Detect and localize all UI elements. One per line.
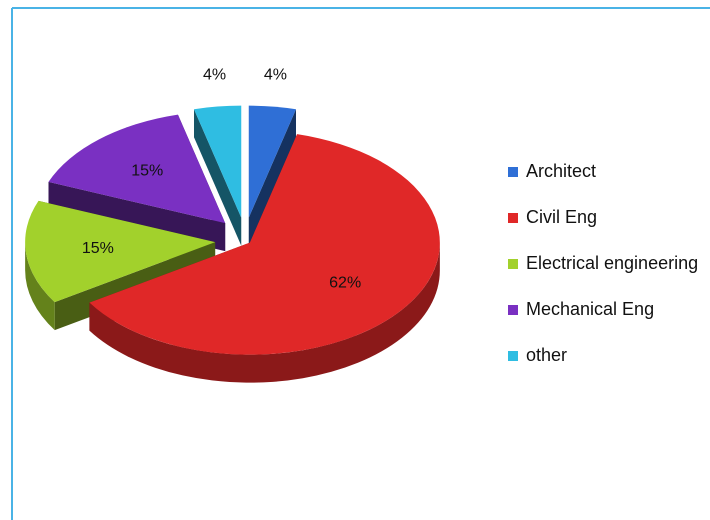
legend-label: Electrical engineering [526,253,698,273]
legend-swatch [508,259,518,269]
legend-label: Architect [526,161,596,181]
data-label: 4% [264,66,287,83]
legend-label: other [526,345,567,365]
slice [193,105,242,218]
slice-side [248,109,297,246]
legend-swatch [508,167,518,177]
legend-swatch [508,305,518,315]
data-label: 4% [203,66,226,83]
slice-side [48,181,226,252]
legend-swatch [508,213,518,223]
slice [48,114,226,224]
legend-label: Mechanical Eng [526,299,654,319]
slice-side [193,109,242,246]
slice-side [25,242,55,331]
legend-swatch [508,351,518,361]
legend-label: Civil Eng [526,207,597,227]
slice [25,200,216,303]
slice-side [89,242,440,383]
data-label: 15% [82,240,114,257]
data-label: 62% [329,275,361,292]
data-label: 15% [131,162,163,179]
slice [89,134,440,355]
slice [248,105,297,218]
